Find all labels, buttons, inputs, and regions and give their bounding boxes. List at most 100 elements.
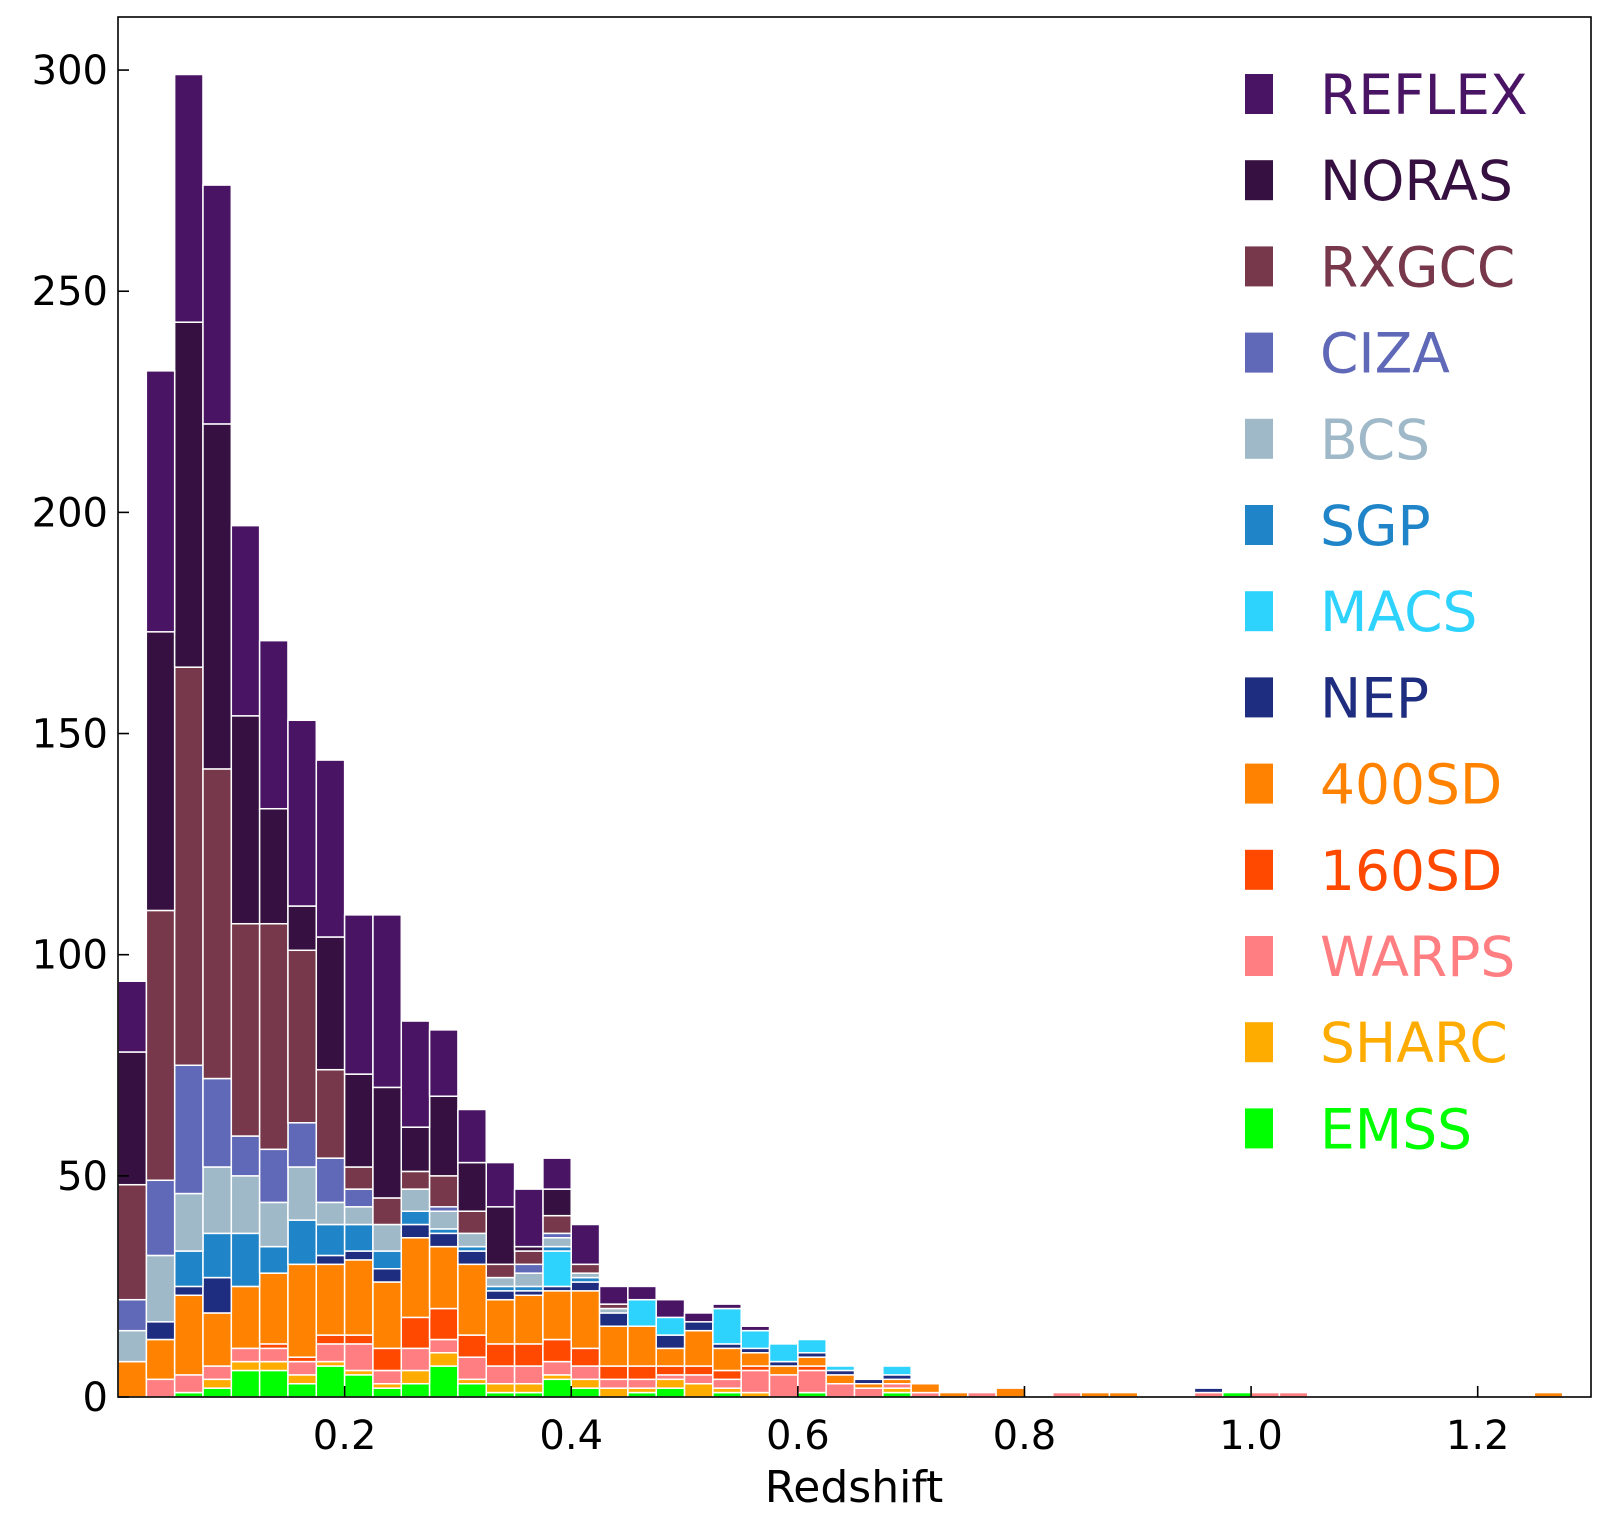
bar-160sd-bin-21 — [712, 1369, 742, 1381]
bar-nep-bin-1 — [145, 1321, 176, 1341]
bar-reflex-bin-3 — [202, 184, 233, 425]
bar-noras-bin-15 — [542, 1188, 572, 1217]
legend-swatch-rxgcc — [1245, 246, 1273, 287]
y-tick-label-300: 300 — [32, 48, 108, 94]
bar-sharc-bin-4 — [230, 1360, 261, 1372]
legend-swatch-ciza — [1245, 332, 1273, 373]
bar-sharc-bin-20 — [683, 1382, 714, 1398]
bar-macs-bin-27 — [882, 1365, 912, 1376]
bar-bcs-bin-5 — [258, 1201, 289, 1248]
bar-ciza-bin-2 — [173, 1064, 204, 1195]
bar-reflex-bin-5 — [258, 639, 289, 810]
bar-nep-bin-10 — [400, 1223, 431, 1239]
bar-sgp-bin-8 — [343, 1223, 374, 1252]
bar-160sd-bin-7 — [315, 1334, 346, 1345]
bar-400sd-bin-3 — [202, 1312, 233, 1367]
bar-noras-bin-2 — [173, 321, 204, 668]
bar-warps-bin-21 — [712, 1378, 742, 1389]
bar-warps-bin-23 — [768, 1374, 799, 1398]
bar-rxgcc-bin-12 — [457, 1210, 488, 1235]
bar-400sd-bin-10 — [400, 1237, 431, 1319]
bar-ciza-bin-5 — [258, 1148, 289, 1204]
bar-reflex-bin-4 — [230, 524, 261, 717]
bar-warps-bin-10 — [400, 1347, 431, 1372]
bar-400sd-bin-11 — [428, 1245, 459, 1310]
bar-warps-bin-18 — [627, 1378, 657, 1389]
bar-warps-bin-1 — [145, 1378, 176, 1398]
bar-reflex-bin-19 — [655, 1298, 686, 1319]
bar-warps-bin-16 — [570, 1365, 601, 1381]
bar-160sd-bin-13 — [485, 1343, 516, 1367]
bar-rxgcc-bin-9 — [372, 1197, 403, 1226]
legend-label-400sd: 400SD — [1320, 753, 1502, 817]
bar-sgp-bin-7 — [315, 1223, 346, 1257]
legend-label-reflex: REFLEX — [1320, 63, 1528, 127]
y-tick-label-100: 100 — [32, 933, 108, 979]
legend-label-emss: EMSS — [1320, 1097, 1472, 1161]
bar-emss-bin-16 — [570, 1387, 601, 1398]
bar-rxgcc-bin-6 — [287, 949, 318, 1124]
bar-reflex-bin-18 — [627, 1285, 657, 1301]
legend-label-bcs: BCS — [1320, 408, 1430, 472]
legend-label-noras: NORAS — [1320, 149, 1513, 213]
bar-warps-bin-17 — [598, 1378, 629, 1389]
bar-macs-bin-15 — [542, 1250, 572, 1288]
legend-label-nep: NEP — [1320, 666, 1429, 730]
bar-bcs-bin-8 — [343, 1206, 374, 1226]
bar-warps-bin-14 — [513, 1365, 544, 1385]
bar-sgp-bin-2 — [173, 1250, 204, 1288]
bar-bcs-bin-13 — [485, 1276, 516, 1288]
legend-swatch-nep — [1245, 677, 1273, 718]
bar-noras-bin-9 — [372, 1086, 403, 1199]
bar-reflex-bin-6 — [287, 719, 318, 907]
bar-400sd-bin-28 — [910, 1382, 941, 1394]
bar-160sd-bin-19 — [655, 1365, 686, 1376]
bar-160sd-bin-11 — [428, 1307, 459, 1341]
bar-ciza-bin-1 — [145, 1179, 176, 1257]
bar-160sd-bin-18 — [627, 1365, 657, 1381]
bar-noras-bin-7 — [315, 936, 346, 1071]
bar-macs-bin-22 — [740, 1329, 771, 1350]
bar-bcs-bin-9 — [372, 1223, 403, 1252]
legend: REFLEX NORAS RXGCC CIZA BCS SGP MACS NEP 400SD 16… — [1245, 63, 1528, 1161]
bar-400sd-bin-24 — [797, 1356, 827, 1367]
bar-macs-bin-23 — [768, 1343, 799, 1363]
bar-reflex-bin-20 — [683, 1312, 714, 1323]
bar-reflex-bin-12 — [457, 1108, 488, 1164]
bar-reflex-bin-17 — [598, 1285, 629, 1305]
bar-nep-bin-2 — [173, 1285, 204, 1297]
bar-warps-bin-22 — [740, 1369, 771, 1394]
bar-emss-bin-6 — [287, 1382, 318, 1398]
bar-warps-bin-12 — [457, 1356, 488, 1381]
bar-warps-bin-26 — [853, 1387, 884, 1398]
bar-nep-bin-12 — [457, 1250, 488, 1266]
bar-warps-bin-3 — [202, 1365, 233, 1381]
bar-warps-bin-9 — [372, 1369, 403, 1385]
x-axis-ticks: 0.2 0.4 0.6 0.8 1.0 1.2 — [313, 1386, 1510, 1459]
legend-swatch-macs — [1245, 591, 1273, 632]
bar-sgp-bin-5 — [258, 1245, 289, 1274]
bar-reflex-bin-21 — [712, 1303, 742, 1310]
bar-400sd-bin-23 — [768, 1365, 799, 1376]
bar-400sd-bin-18 — [627, 1325, 657, 1367]
bar-reflex-bin-15 — [542, 1157, 572, 1190]
bar-rxgcc-bin-5 — [258, 922, 289, 1151]
bar-nep-bin-20 — [683, 1321, 714, 1332]
legend-swatch-reflex — [1245, 74, 1273, 114]
bar-noras-bin-0 — [117, 1051, 148, 1186]
x-tick-label-1.0: 1.0 — [1219, 1413, 1283, 1459]
bar-rxgcc-bin-0 — [117, 1183, 148, 1301]
bar-reflex-bin-7 — [315, 759, 346, 938]
bar-400sd-bin-4 — [230, 1285, 261, 1350]
legend-swatch-noras — [1245, 160, 1273, 201]
bar-sharc-bin-13 — [485, 1382, 516, 1394]
bar-noras-bin-12 — [457, 1161, 488, 1212]
bar-sgp-bin-6 — [287, 1219, 318, 1266]
bar-rxgcc-bin-7 — [315, 1068, 346, 1159]
bar-warps-bin-7 — [315, 1343, 346, 1363]
bar-rxgcc-bin-4 — [230, 922, 261, 1137]
plot-frame — [117, 16, 1592, 1398]
bar-reflex-bin-14 — [513, 1188, 544, 1248]
bar-400sd-bin-22 — [740, 1352, 771, 1367]
bar-warps-bin-24 — [797, 1369, 827, 1394]
